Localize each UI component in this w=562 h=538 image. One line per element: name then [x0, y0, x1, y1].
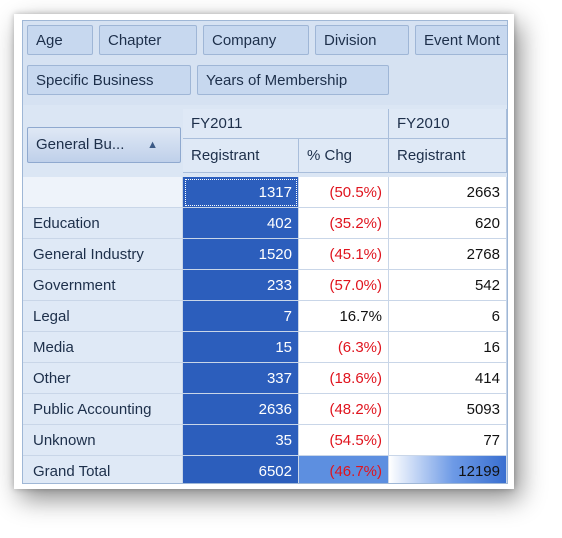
- registrant-2011-cell[interactable]: 402: [183, 208, 299, 239]
- table-row: Government 233 (57.0%) 542: [23, 270, 507, 301]
- row-label-cell[interactable]: [23, 177, 183, 208]
- table-row: Education 402 (35.2%) 620: [23, 208, 507, 239]
- pivot-grid: Age Chapter Company Division Event Mont …: [22, 20, 508, 484]
- pct-chg-cell[interactable]: (45.1%): [299, 239, 389, 270]
- column-header-registrant-2011[interactable]: Registrant: [183, 139, 299, 173]
- field-chip-specific-business[interactable]: Specific Business: [27, 65, 191, 95]
- row-label-cell[interactable]: Legal: [23, 301, 183, 332]
- grand-total-row: Grand Total 6502 (46.7%) 12199: [23, 456, 507, 483]
- registrant-2011-cell[interactable]: 7: [183, 301, 299, 332]
- column-group-fy2011[interactable]: FY2011: [183, 109, 389, 139]
- triangle-up-icon: ▲: [147, 139, 158, 151]
- column-header-pct-chg[interactable]: % Chg: [299, 139, 389, 173]
- registrant-2010-cell[interactable]: 414: [389, 363, 507, 394]
- registrant-2011-cell[interactable]: 233: [183, 270, 299, 301]
- field-chip-company[interactable]: Company: [203, 25, 309, 55]
- field-chip-division[interactable]: Division: [315, 25, 409, 55]
- registrant-2010-cell[interactable]: 2663: [389, 177, 507, 208]
- field-chip-event-month[interactable]: Event Mont: [415, 25, 507, 55]
- registrant-2010-cell[interactable]: 2768: [389, 239, 507, 270]
- row-label-cell[interactable]: Grand Total: [23, 456, 183, 483]
- table-row: Other 337 (18.6%) 414: [23, 363, 507, 394]
- registrant-2011-cell[interactable]: 35: [183, 425, 299, 456]
- column-group-fy2010[interactable]: FY2010: [389, 109, 507, 139]
- table-row: Public Accounting 2636 (48.2%) 5093: [23, 394, 507, 425]
- table-row: Unknown 35 (54.5%) 77: [23, 425, 507, 456]
- registrant-2011-cell[interactable]: 337: [183, 363, 299, 394]
- table-row: Media 15 (6.3%) 16: [23, 332, 507, 363]
- field-chip-chapter[interactable]: Chapter: [99, 25, 197, 55]
- pct-chg-cell[interactable]: (54.5%): [299, 425, 389, 456]
- pct-chg-cell[interactable]: (57.0%): [299, 270, 389, 301]
- registrant-2011-cell[interactable]: 1317: [183, 177, 299, 208]
- row-header-area: General Bu... ▲: [23, 109, 183, 177]
- registrant-2011-cell[interactable]: 2636: [183, 394, 299, 425]
- row-label-cell[interactable]: Public Accounting: [23, 394, 183, 425]
- row-field-chip-general-business[interactable]: General Bu... ▲: [27, 127, 181, 163]
- registrant-2011-cell[interactable]: 1520: [183, 239, 299, 270]
- row-label-cell[interactable]: Media: [23, 332, 183, 363]
- registrant-2010-cell[interactable]: 5093: [389, 394, 507, 425]
- table-row: 1317 (50.5%) 2663: [23, 177, 507, 208]
- row-label-cell[interactable]: Other: [23, 363, 183, 394]
- registrant-2010-cell[interactable]: 16: [389, 332, 507, 363]
- registrant-2011-cell[interactable]: 6502: [183, 456, 299, 483]
- pct-chg-cell[interactable]: (50.5%): [299, 177, 389, 208]
- table-row: Legal 7 16.7% 6: [23, 301, 507, 332]
- field-chip-age[interactable]: Age: [27, 25, 93, 55]
- pct-chg-cell[interactable]: (18.6%): [299, 363, 389, 394]
- table-row: General Industry 1520 (45.1%) 2768: [23, 239, 507, 270]
- row-label-cell[interactable]: Education: [23, 208, 183, 239]
- registrant-2010-cell[interactable]: 77: [389, 425, 507, 456]
- pct-chg-cell[interactable]: (6.3%): [299, 332, 389, 363]
- row-field-label: General Bu...: [36, 136, 125, 153]
- filter-field-area: Age Chapter Company Division Event Mont …: [23, 21, 507, 105]
- pct-chg-cell[interactable]: (48.2%): [299, 394, 389, 425]
- row-label-cell[interactable]: Government: [23, 270, 183, 301]
- pct-chg-cell[interactable]: 16.7%: [299, 301, 389, 332]
- registrant-2011-cell[interactable]: 15: [183, 332, 299, 363]
- registrant-2010-cell[interactable]: 620: [389, 208, 507, 239]
- column-header-registrant-2010[interactable]: Registrant: [389, 139, 507, 173]
- registrant-2010-cell[interactable]: 6: [389, 301, 507, 332]
- row-label-cell[interactable]: Unknown: [23, 425, 183, 456]
- pct-chg-cell[interactable]: (46.7%): [299, 456, 389, 483]
- registrant-2010-cell[interactable]: 542: [389, 270, 507, 301]
- pct-chg-cell[interactable]: (35.2%): [299, 208, 389, 239]
- registrant-2010-cell[interactable]: 12199: [389, 456, 507, 483]
- row-label-cell[interactable]: General Industry: [23, 239, 183, 270]
- field-chip-years-of-membership[interactable]: Years of Membership: [197, 65, 389, 95]
